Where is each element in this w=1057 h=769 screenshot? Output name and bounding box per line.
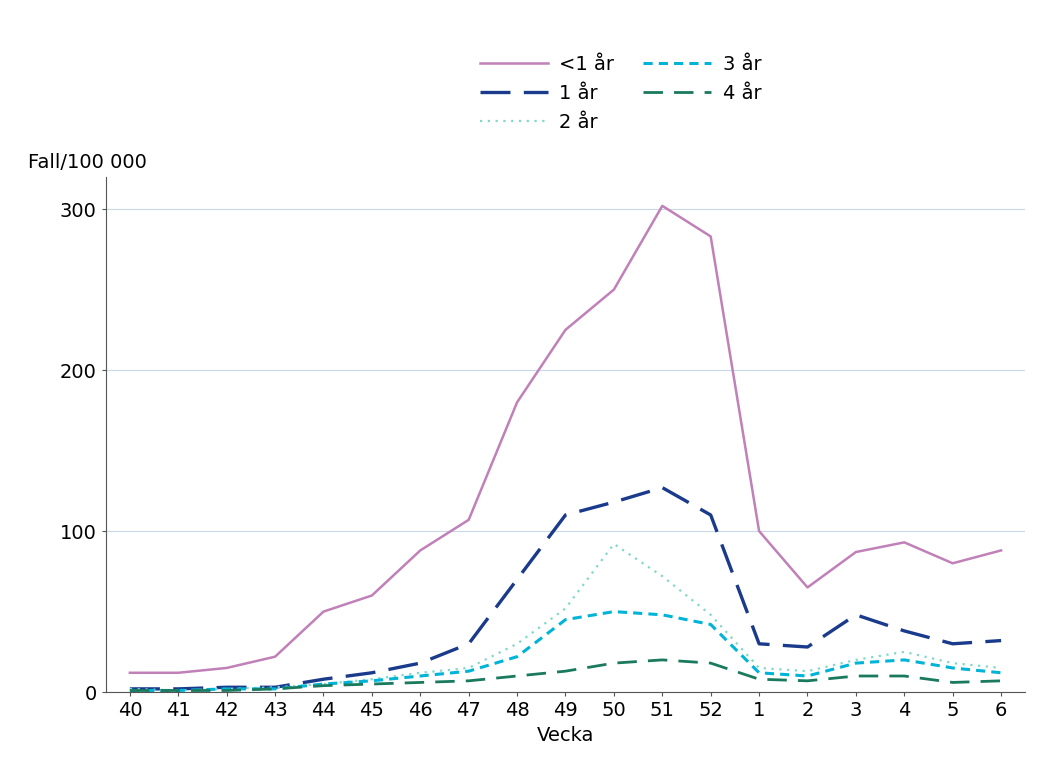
Legend: <1 år, 1 år, 2 år, 3 år, 4 år, : <1 år, 1 år, 2 år, 3 år, 4 år, (471, 48, 769, 139)
Text: Fall/100 000: Fall/100 000 (27, 153, 147, 171)
X-axis label: Vecka: Vecka (537, 726, 594, 744)
